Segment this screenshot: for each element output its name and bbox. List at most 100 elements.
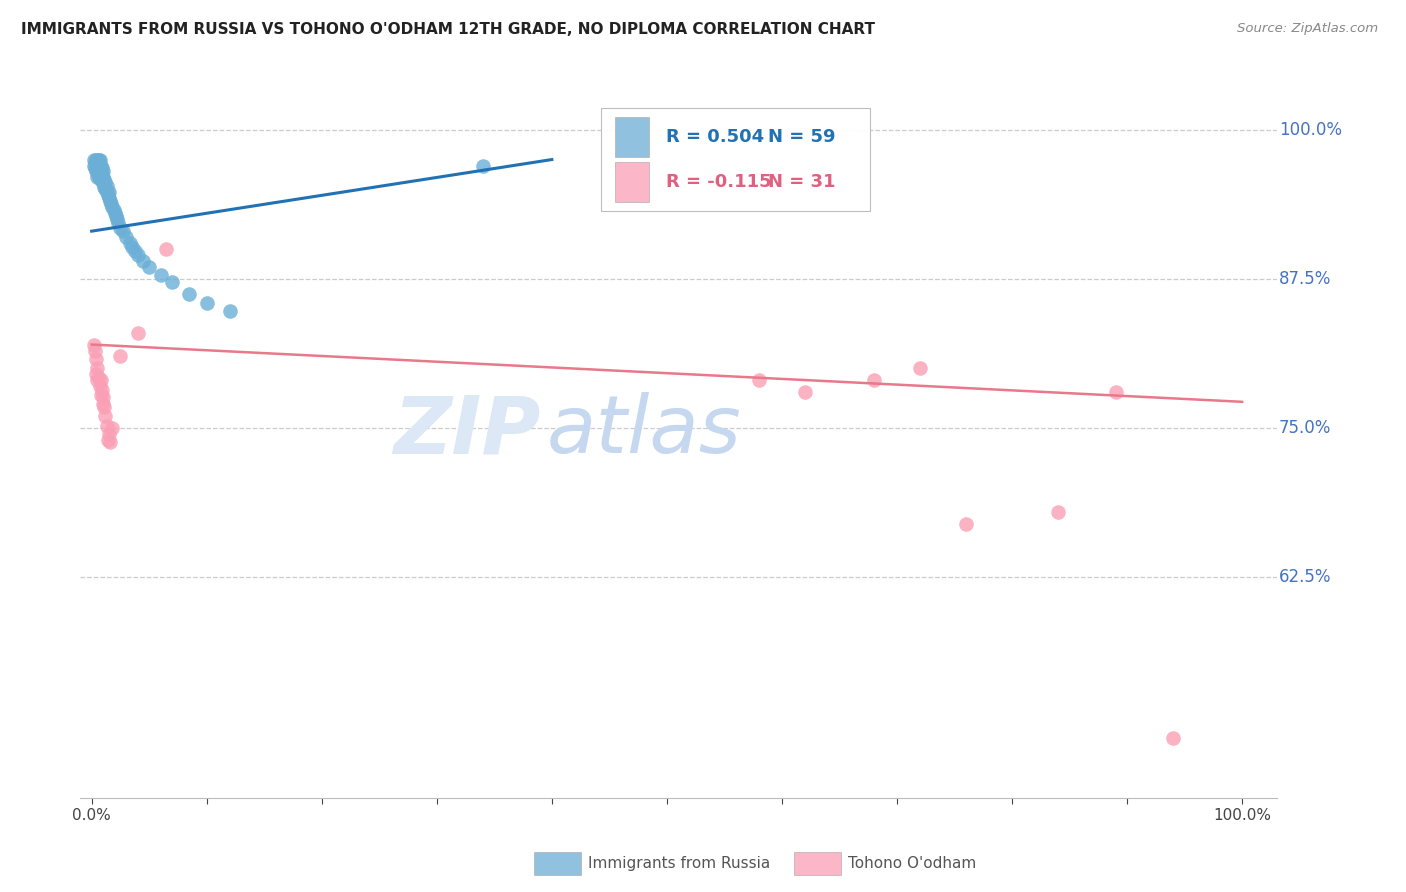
Point <box>86 159 108 173</box>
Point <box>101 200 124 214</box>
Point <box>97 188 120 202</box>
Point <box>98 194 121 209</box>
Point <box>94 409 117 424</box>
Point <box>87 153 110 167</box>
Point <box>97 191 120 205</box>
Point <box>155 242 177 256</box>
Point <box>110 220 132 235</box>
Point <box>86 164 108 178</box>
Point <box>91 383 114 397</box>
Point <box>91 161 114 175</box>
FancyBboxPatch shape <box>600 108 870 211</box>
Point <box>97 185 120 199</box>
Point <box>97 433 120 447</box>
Point <box>124 244 146 259</box>
Point <box>748 373 770 387</box>
Point <box>89 379 111 393</box>
Point <box>94 182 117 196</box>
Point <box>84 351 107 366</box>
Point <box>100 196 122 211</box>
Point <box>179 287 201 301</box>
Point <box>160 276 183 290</box>
Point <box>91 170 114 185</box>
Point <box>89 159 111 173</box>
Point <box>1047 505 1070 519</box>
Point <box>98 435 121 450</box>
Point <box>218 304 240 318</box>
Point <box>91 167 114 181</box>
Point <box>104 209 127 223</box>
Point <box>97 427 120 442</box>
Point <box>794 385 817 400</box>
Text: IMMIGRANTS FROM RUSSIA VS TOHONO O'ODHAM 12TH GRADE, NO DIPLOMA CORRELATION CHAR: IMMIGRANTS FROM RUSSIA VS TOHONO O'ODHAM… <box>21 22 875 37</box>
Point <box>86 153 108 167</box>
Point <box>83 159 105 173</box>
Text: R = 0.504: R = 0.504 <box>666 128 765 146</box>
Point <box>104 206 127 220</box>
Point <box>96 178 118 193</box>
Point <box>121 240 143 254</box>
Point <box>955 516 977 531</box>
Point <box>91 397 114 411</box>
Point <box>111 224 134 238</box>
Point <box>90 387 112 401</box>
Point <box>83 337 105 351</box>
Point <box>93 180 115 194</box>
Point <box>91 390 114 404</box>
Text: ZIP: ZIP <box>394 392 541 470</box>
FancyBboxPatch shape <box>614 117 648 157</box>
Text: 62.5%: 62.5% <box>1279 568 1331 586</box>
Point <box>90 373 112 387</box>
Point <box>96 185 118 199</box>
Text: Tohono O'odham: Tohono O'odham <box>848 856 976 871</box>
Point <box>84 368 107 382</box>
Point <box>96 418 118 433</box>
Point <box>91 173 114 187</box>
Point <box>107 216 129 230</box>
Point <box>1161 731 1184 746</box>
Point <box>86 373 108 387</box>
Text: 87.5%: 87.5% <box>1279 270 1331 288</box>
Text: N = 59: N = 59 <box>768 128 835 146</box>
Point <box>105 212 128 227</box>
Text: R = -0.115: R = -0.115 <box>666 173 772 191</box>
Point <box>84 159 107 173</box>
Point <box>84 153 107 167</box>
FancyBboxPatch shape <box>614 162 648 202</box>
Point <box>90 167 112 181</box>
Text: 75.0%: 75.0% <box>1279 419 1331 437</box>
Point <box>103 202 125 217</box>
Point <box>94 175 117 189</box>
Point <box>195 295 218 310</box>
Point <box>127 326 149 340</box>
Text: N = 31: N = 31 <box>768 173 835 191</box>
Point <box>84 161 107 175</box>
Point <box>87 371 110 385</box>
Point <box>93 173 115 187</box>
Text: 100.0%: 100.0% <box>1279 120 1341 138</box>
Point <box>86 170 108 185</box>
Point <box>1104 385 1126 400</box>
Point <box>908 361 931 376</box>
Point <box>90 173 112 187</box>
Point <box>86 361 108 376</box>
Text: Immigrants from Russia: Immigrants from Russia <box>588 856 770 871</box>
Point <box>127 248 149 262</box>
Text: Source: ZipAtlas.com: Source: ZipAtlas.com <box>1237 22 1378 36</box>
Point <box>84 343 107 358</box>
Point <box>138 260 160 274</box>
Point <box>863 373 886 387</box>
Point <box>89 164 111 178</box>
Point <box>87 170 110 185</box>
Point <box>91 164 114 178</box>
Point <box>90 159 112 173</box>
Point <box>83 153 105 167</box>
Text: atlas: atlas <box>547 392 741 470</box>
Point <box>93 400 115 414</box>
Point <box>118 236 141 251</box>
Point <box>87 164 110 178</box>
Point <box>84 156 107 170</box>
Point <box>115 230 138 244</box>
Point <box>91 177 114 191</box>
Point <box>84 164 107 178</box>
